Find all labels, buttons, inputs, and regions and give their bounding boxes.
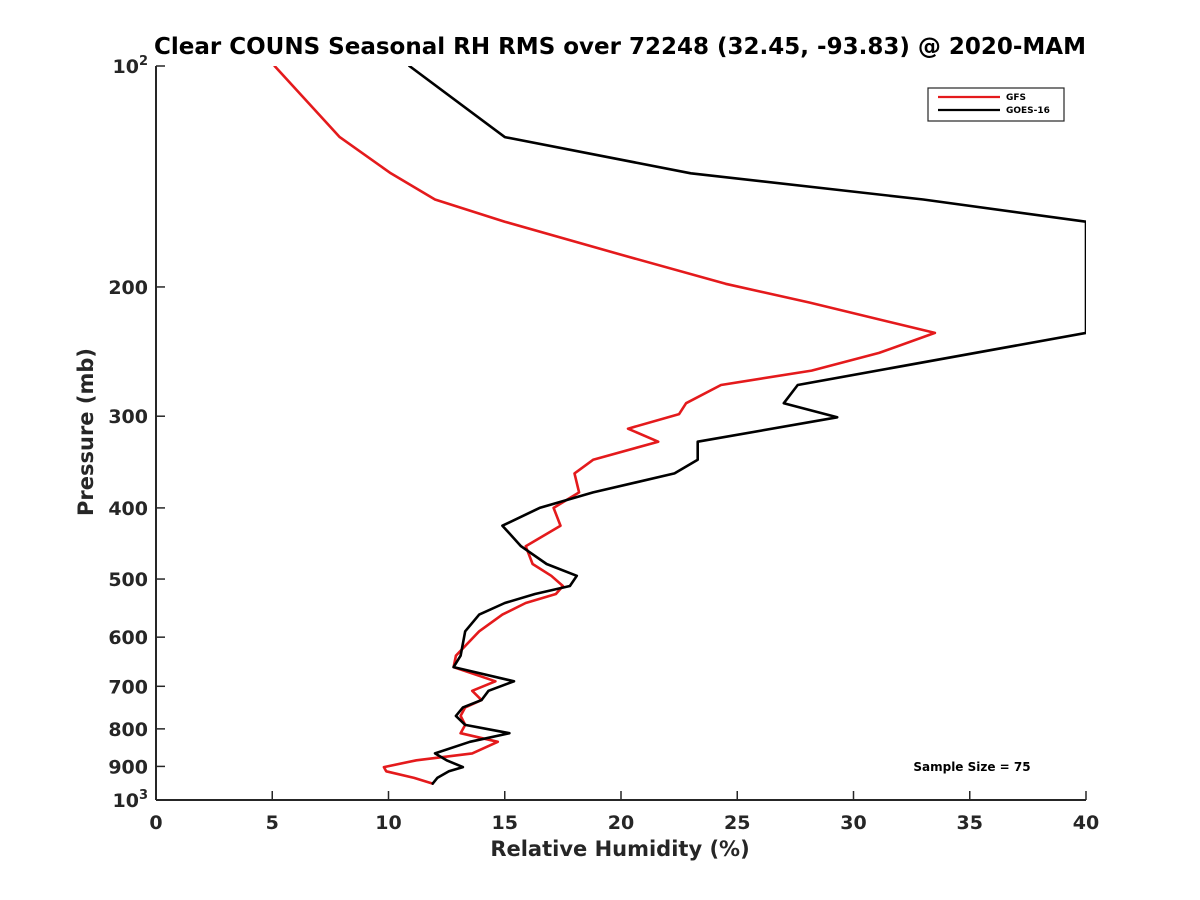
y-axis-ticks: 102 200 300 400 500 600 700 800 900 103 [108,54,165,812]
series-line-goes-16 [408,66,1086,785]
y-tick-label: 600 [108,627,148,649]
x-tick-label: 20 [608,812,634,834]
y-tick-label: 900 [108,756,148,778]
sample-size-annotation: Sample Size = 75 [913,760,1030,774]
x-tick-label: 0 [149,812,162,834]
legend: GFS GOES-16 [927,87,1065,122]
y-tick-label: 400 [108,498,148,520]
x-tick-label: 5 [266,812,279,834]
y-tick-label: 700 [108,676,148,698]
x-tick-label: 40 [1073,812,1099,834]
y-axis-label: Pressure (mb) [74,348,98,516]
x-axis-label: Relative Humidity (%) [490,837,749,861]
y-tick-label: 102 [113,54,149,78]
x-tick-label: 10 [375,812,401,834]
y-tick-label: 103 [113,788,149,812]
x-axis-ticks: 0 5 10 15 20 25 30 35 40 [149,791,1099,834]
series-line-gfs [273,66,937,785]
chart-title: Clear COUNS Seasonal RH RMS over 72248 (… [154,34,1086,60]
x-tick-label: 35 [957,812,983,834]
legend-goes16-label: GOES-16 [1006,106,1050,116]
x-tick-label: 25 [724,812,750,834]
y-tick-label: 200 [108,277,148,299]
x-tick-label: 30 [840,812,866,834]
series-layer [273,66,1086,785]
x-tick-label: 15 [492,812,518,834]
legend-box [927,87,1065,122]
legend-gfs-label: GFS [1006,93,1026,103]
y-tick-label: 500 [108,569,148,591]
y-tick-label: 300 [108,406,148,428]
y-tick-label: 800 [108,719,148,741]
